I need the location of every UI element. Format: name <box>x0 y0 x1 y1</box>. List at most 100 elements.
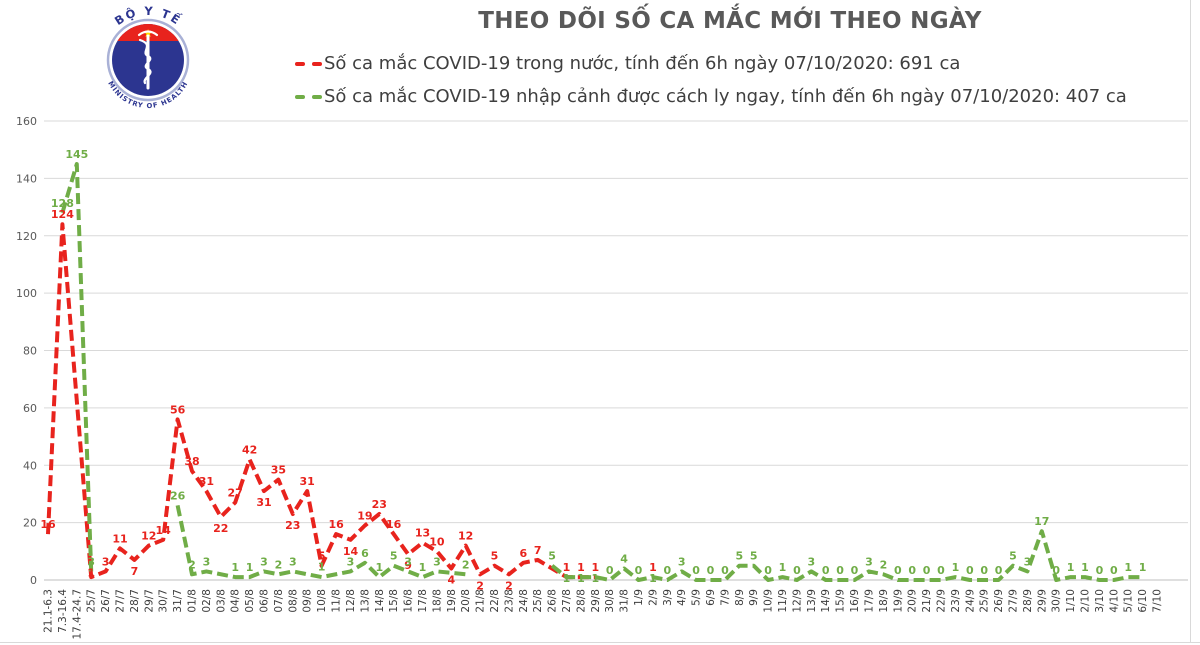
data-label-domestic: 38 <box>184 455 199 468</box>
data-label-imported: 0 <box>822 564 830 577</box>
data-label-domestic: 4 <box>447 574 455 587</box>
x-axis-tick-label: 25/8 <box>532 589 544 613</box>
x-axis-tick-label: 30/8 <box>604 589 616 613</box>
x-axis-tick-label: 15/8 <box>388 589 400 613</box>
x-axis-tick-label: 17/9 <box>863 589 875 613</box>
x-axis-tick-label: 22/9 <box>936 589 948 613</box>
x-axis-tick-label: 09/8 <box>302 589 314 613</box>
imported-dash-marker-icon <box>295 94 305 99</box>
data-label-domestic: 22 <box>213 522 228 535</box>
data-label-domestic: 2 <box>505 579 513 592</box>
x-axis-tick-label: 20/8 <box>460 589 472 613</box>
data-label-imported: 0 <box>894 564 902 577</box>
data-label-domestic: 27 <box>228 487 243 500</box>
data-label-domestic: 124 <box>51 208 74 221</box>
data-label-imported: 2 <box>880 558 888 571</box>
data-label-imported: 3 <box>678 555 686 568</box>
y-axis-tick-label: 20 <box>23 517 37 530</box>
data-label-domestic: 16 <box>40 518 56 531</box>
data-label-imported: 3 <box>347 555 355 568</box>
x-axis-tick-label: 21/9 <box>921 589 933 613</box>
y-axis-tick-label: 140 <box>16 172 37 185</box>
data-label-imported: 1 <box>779 561 787 574</box>
data-label-domestic: 6 <box>519 547 527 560</box>
y-axis-tick-label: 0 <box>30 574 37 587</box>
data-label-domestic: 1 <box>87 566 95 579</box>
data-label-imported: 0 <box>663 564 671 577</box>
caduceus-icon <box>137 30 159 90</box>
data-label-imported: 0 <box>966 564 974 577</box>
data-label-domestic: 35 <box>271 464 286 477</box>
data-label-domestic: 56 <box>170 403 186 416</box>
x-axis-tick-label: 13/8 <box>359 589 371 613</box>
x-axis-tick-label: 15/9 <box>835 589 847 613</box>
data-label-domestic: 23 <box>372 498 387 511</box>
data-label-domestic: 16 <box>386 518 402 531</box>
x-axis-tick-label: 04/8 <box>230 589 242 613</box>
imported-series-line <box>550 529 1143 582</box>
x-axis-tick-label: 05/8 <box>244 589 256 613</box>
x-axis-tick-label: 28/8 <box>575 589 587 613</box>
data-label-imported: 1 <box>1139 561 1147 574</box>
data-label-domestic: 12 <box>141 530 156 543</box>
moh-logo-icon: ★ BỘ Y TẾ MINISTRY OF HEALTH <box>106 4 190 110</box>
x-axis-tick-label: 24/9 <box>964 589 976 613</box>
x-axis-tick-label: 1/9 <box>633 589 645 606</box>
x-axis-tick-label: 22/8 <box>489 589 501 613</box>
imported-series-line <box>175 504 466 580</box>
y-axis-tick-label: 160 <box>16 115 37 128</box>
data-label-domestic: 11 <box>112 532 127 545</box>
domestic-series-line <box>46 222 596 580</box>
data-label-domestic: 13 <box>415 527 430 540</box>
x-axis-tick-label: 08/8 <box>287 589 299 613</box>
x-axis-tick-label: 7.3-16.4 <box>57 589 69 633</box>
x-axis-tick-label: 13/9 <box>806 589 818 613</box>
data-label-domestic: 19 <box>357 510 372 523</box>
x-axis-tick-label: 5/10 <box>1123 589 1135 613</box>
x-axis-tick-label: 29/7 <box>143 589 155 613</box>
data-label-imported: 0 <box>764 564 772 577</box>
x-axis-tick-label: 27/8 <box>561 589 573 613</box>
data-label-domestic: 1 <box>591 561 599 574</box>
x-axis-tick-label: 11/8 <box>331 589 343 613</box>
x-axis-tick-label: 21/8 <box>475 589 487 613</box>
x-axis-tick-label: 07/8 <box>273 589 285 613</box>
data-label-domestic: 31 <box>300 475 315 488</box>
data-label-imported: 1 <box>375 561 383 574</box>
data-label-imported: 2 <box>275 558 283 571</box>
x-axis-tick-label: 16/9 <box>849 589 861 613</box>
x-axis-tick-label: 2/10 <box>1080 589 1092 613</box>
x-axis-tick-label: 18/8 <box>431 589 443 613</box>
data-label-domestic: 14 <box>156 524 172 537</box>
star-icon: ★ <box>143 27 153 40</box>
data-label-imported: 1 <box>952 561 960 574</box>
x-axis-tick-label: 16/8 <box>403 589 415 613</box>
data-label-domestic: 14 <box>343 545 359 558</box>
data-label-imported: 6 <box>361 547 369 560</box>
x-axis-tick-label: 4/10 <box>1108 589 1120 613</box>
x-axis-tick-label: 03/8 <box>215 589 227 613</box>
data-label-imported: 5 <box>735 550 743 563</box>
data-label-imported: 0 <box>692 564 700 577</box>
data-label-imported: 3 <box>807 555 815 568</box>
data-label-domestic: 1 <box>577 561 585 574</box>
data-label-imported: 1 <box>1124 561 1132 574</box>
x-axis-tick-label: 5/9 <box>691 589 703 606</box>
x-axis-tick-label: 18/9 <box>878 589 890 613</box>
x-axis-tick-label: 11/9 <box>777 589 789 613</box>
x-axis-tick-label: 12/9 <box>791 589 803 613</box>
domestic-dash-marker-icon <box>295 61 305 66</box>
y-axis-tick-label: 40 <box>23 459 37 472</box>
data-label-domestic: 31 <box>256 496 271 509</box>
x-axis-tick-label: 7/9 <box>719 589 731 606</box>
data-label-imported: 5 <box>548 550 556 563</box>
x-axis-tick-label: 17/8 <box>417 589 429 613</box>
x-axis-tick-label: 2/9 <box>647 589 659 606</box>
data-label-imported: 5 <box>750 550 758 563</box>
imported-series-line <box>60 162 94 572</box>
x-axis-tick-label: 30/9 <box>1051 589 1063 613</box>
data-label-imported: 3 <box>1024 555 1032 568</box>
x-axis-tick-label: 31/8 <box>619 589 631 613</box>
data-label-imported: 1 <box>1081 561 1089 574</box>
data-label-domestic: 7 <box>131 565 139 578</box>
